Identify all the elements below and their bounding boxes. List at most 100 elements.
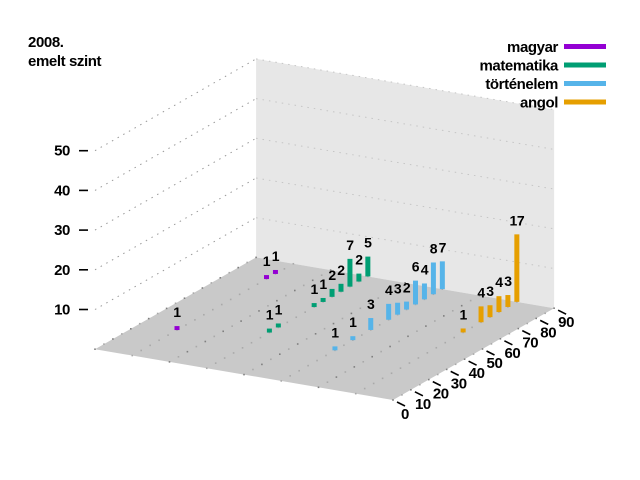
floor-dot	[283, 268, 286, 270]
floor-dot	[350, 312, 353, 315]
floor-dot	[237, 266, 239, 269]
z-tick-label: 10	[54, 302, 70, 319]
bar-value-label: 2	[328, 267, 336, 283]
floor-dot	[478, 294, 481, 297]
bar-matematika-35	[266, 328, 272, 333]
bar-value-label: 3	[504, 273, 512, 289]
z-tick-label: 20	[54, 262, 70, 279]
floor-dot	[205, 367, 208, 370]
x-tick-label: 70	[522, 335, 538, 352]
floor-dot	[329, 269, 332, 271]
floor-dot	[250, 341, 253, 344]
bar-value-label: 4	[385, 282, 393, 298]
floor-dot	[305, 338, 308, 340]
floor-dot	[332, 322, 335, 325]
floor-dot	[112, 338, 114, 340]
floor-dot	[194, 319, 196, 321]
floor-dot	[443, 315, 445, 317]
floor-dot	[535, 317, 537, 320]
floor-dot	[396, 313, 399, 316]
bar-matematika-85	[356, 273, 362, 282]
bar-angol-80	[496, 296, 502, 313]
x-tick-mark	[432, 380, 442, 387]
bar-matematika-60	[311, 303, 317, 308]
floor-dot	[489, 316, 491, 318]
floor-dot	[138, 322, 141, 325]
floor-dot	[149, 344, 151, 347]
floor-dot	[140, 349, 142, 352]
floor-dot	[417, 357, 420, 359]
bar-value-label: 1	[272, 248, 280, 264]
floor-dot	[378, 324, 381, 326]
x-tick-label: 50	[487, 355, 503, 372]
bar-value-label: 2	[337, 262, 345, 278]
floor-dot	[255, 256, 257, 259]
floor-dot	[354, 392, 357, 395]
floor-dot	[158, 339, 160, 342]
floor-dot	[416, 330, 418, 332]
floor-dot	[168, 361, 171, 363]
floor-dot	[410, 389, 412, 391]
floor-dot	[228, 271, 231, 274]
bar-történelem-50	[368, 318, 374, 330]
floor-dot	[174, 302, 177, 305]
x-tick-label: 40	[469, 365, 485, 382]
z-gridline-back	[94, 177, 257, 271]
floor-dot	[295, 316, 298, 319]
floor-dot	[252, 368, 254, 371]
bar-value-label: 4	[477, 284, 485, 300]
bar-value-label: 1	[310, 281, 318, 297]
floor-dot	[326, 381, 329, 383]
bar-value-label: 1	[173, 304, 181, 320]
floor-dot	[353, 366, 356, 368]
floor-dot	[94, 348, 96, 350]
floor-dot	[359, 307, 362, 310]
floor-dot	[436, 373, 439, 376]
floor-dot	[241, 347, 244, 349]
floor-dot	[460, 304, 463, 307]
floor-dot	[232, 352, 235, 354]
floor-dot	[444, 341, 447, 344]
bar-történelem-40	[350, 336, 356, 341]
floor-dot	[270, 358, 272, 361]
floor-dot	[434, 320, 436, 322]
floor-dot	[240, 320, 242, 322]
title-line-2: emelt szint	[28, 53, 102, 70]
floor-dot	[471, 326, 473, 329]
floor-dot	[214, 362, 217, 364]
floor-dot	[349, 285, 351, 288]
floor-dot	[454, 363, 457, 366]
floor-dot	[341, 317, 344, 320]
floor-dot	[203, 313, 205, 316]
legend-label-matematika: matematika	[479, 58, 559, 75]
z-tick-label: 50	[54, 143, 70, 160]
floor-dot	[344, 371, 347, 373]
floor-dot	[481, 348, 484, 350]
floor-dot	[363, 387, 366, 390]
floor-dot	[499, 338, 502, 340]
floor-dot	[280, 380, 283, 382]
floor-dot	[279, 353, 281, 355]
floor-dot	[287, 348, 290, 350]
z-tick-label: 40	[54, 182, 70, 199]
z-gridline-back	[94, 98, 257, 191]
wall-face	[256, 58, 555, 309]
bar-matematika-75	[338, 283, 344, 292]
floor-dot	[183, 297, 186, 299]
x-tick-label: 20	[433, 386, 449, 403]
floor-dot	[314, 333, 317, 335]
bar-történelem-70	[404, 301, 410, 310]
floor-dot	[302, 284, 305, 287]
floor-dot	[201, 287, 204, 289]
bar-történelem-90	[439, 261, 445, 290]
bar-value-label: 1	[266, 307, 274, 323]
floor-dot	[469, 299, 472, 302]
floor-dot	[395, 287, 397, 289]
bar-történelem-85	[430, 262, 436, 295]
x-tick-label: 90	[558, 314, 574, 331]
floor-dot	[371, 355, 373, 358]
legend-label-angol: angol	[520, 95, 558, 112]
floor-dot	[267, 305, 269, 307]
